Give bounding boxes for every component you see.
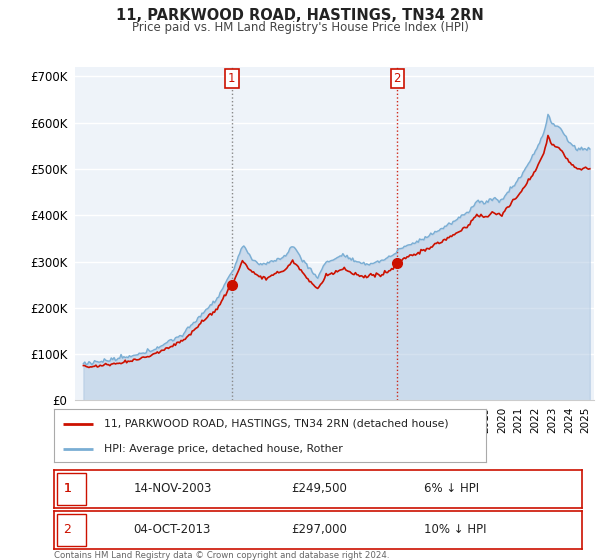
Text: 11, PARKWOOD ROAD, HASTINGS, TN34 2RN (detached house): 11, PARKWOOD ROAD, HASTINGS, TN34 2RN (d… bbox=[104, 419, 448, 429]
Text: £249,500: £249,500 bbox=[292, 482, 347, 496]
Text: HPI: Average price, detached house, Rother: HPI: Average price, detached house, Roth… bbox=[104, 444, 343, 454]
Text: 2: 2 bbox=[63, 523, 71, 536]
Text: 2: 2 bbox=[394, 72, 401, 85]
Text: 1: 1 bbox=[63, 482, 71, 496]
Text: 6% ↓ HPI: 6% ↓ HPI bbox=[424, 482, 479, 496]
Text: Price paid vs. HM Land Registry's House Price Index (HPI): Price paid vs. HM Land Registry's House … bbox=[131, 21, 469, 34]
FancyBboxPatch shape bbox=[56, 473, 86, 505]
Text: £297,000: £297,000 bbox=[292, 523, 347, 536]
Text: 14-NOV-2003: 14-NOV-2003 bbox=[133, 482, 212, 496]
FancyBboxPatch shape bbox=[56, 514, 86, 546]
Text: 04-OCT-2013: 04-OCT-2013 bbox=[133, 523, 211, 536]
Text: 1: 1 bbox=[228, 72, 236, 85]
Text: 11, PARKWOOD ROAD, HASTINGS, TN34 2RN: 11, PARKWOOD ROAD, HASTINGS, TN34 2RN bbox=[116, 8, 484, 24]
Text: Contains HM Land Registry data © Crown copyright and database right 2024.
This d: Contains HM Land Registry data © Crown c… bbox=[54, 551, 389, 560]
Text: 1: 1 bbox=[63, 482, 71, 496]
Text: 10% ↓ HPI: 10% ↓ HPI bbox=[424, 523, 486, 536]
